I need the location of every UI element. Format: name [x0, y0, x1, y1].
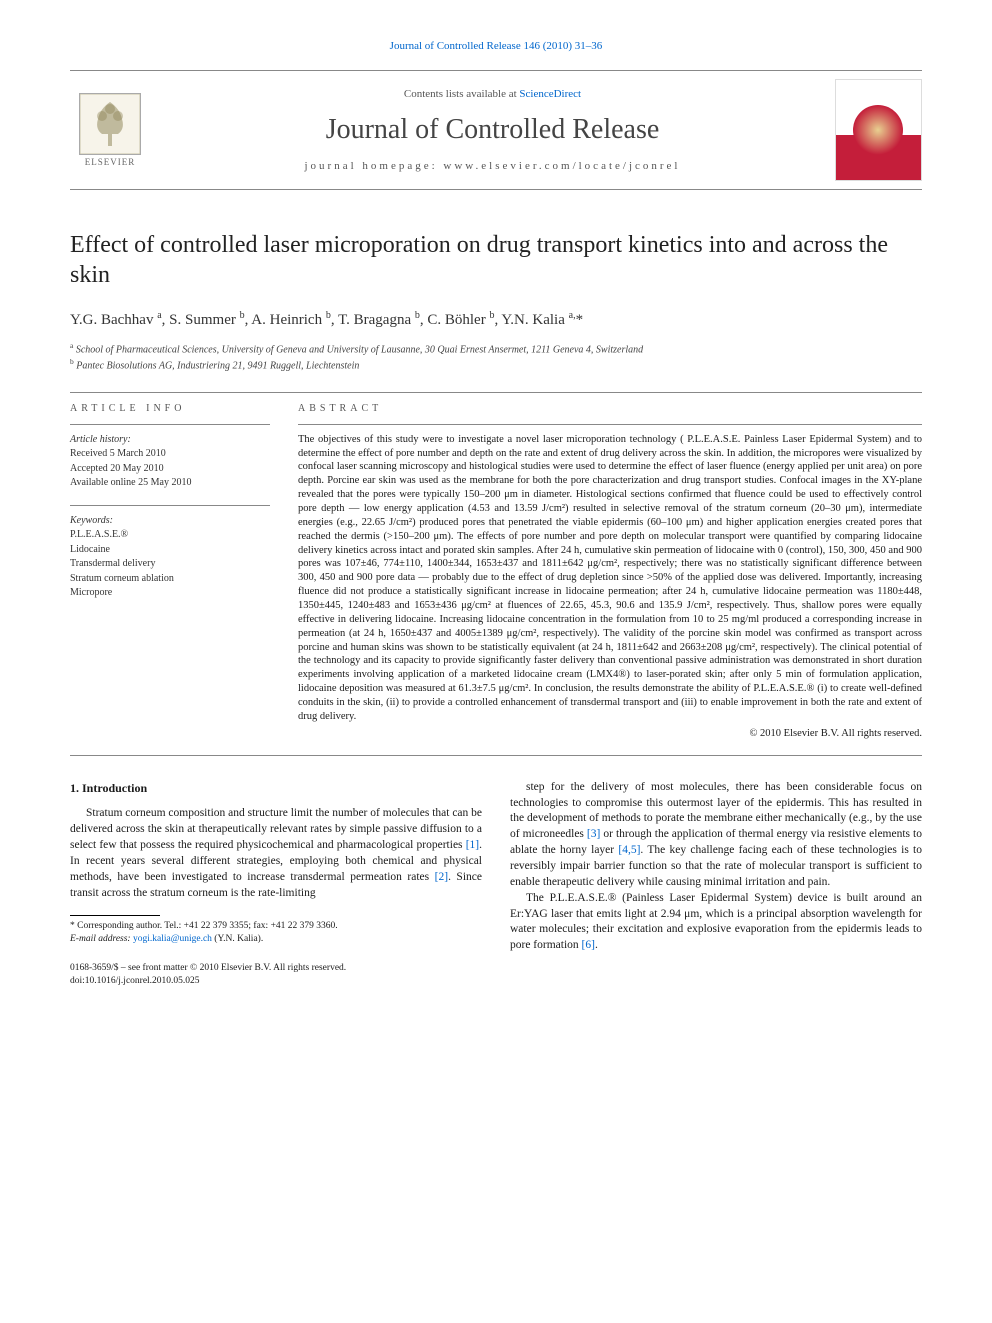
keyword: Micropore [70, 586, 270, 601]
available-date: Available online 25 May 2010 [70, 476, 270, 491]
abstract-copyright: © 2010 Elsevier B.V. All rights reserved… [298, 728, 922, 739]
accepted-date: Accepted 20 May 2010 [70, 462, 270, 477]
section-heading-intro: 1. Introduction [70, 780, 482, 797]
email-line: E-mail address: yogi.kalia@unige.ch (Y.N… [70, 933, 482, 946]
footnote-separator [70, 915, 160, 916]
journal-page: Journal of Controlled Release 146 (2010)… [0, 0, 992, 1018]
body-col-right: step for the delivery of most molecules,… [510, 780, 922, 988]
masthead: ELSEVIER Contents lists available at Sci… [70, 70, 922, 190]
masthead-center: Contents lists available at ScienceDirec… [150, 88, 835, 172]
article-info-col: article info Article history: Received 5… [70, 403, 270, 739]
journal-name: Journal of Controlled Release [150, 114, 835, 146]
authors-line: Y.G. Bachhav a, S. Summer b, A. Heinrich… [70, 310, 922, 329]
corr-author-line: * Corresponding author. Tel.: +41 22 379… [70, 920, 482, 933]
elsevier-tree-icon [79, 93, 141, 155]
history-block: Article history: Received 5 March 2010 A… [70, 433, 270, 491]
keyword: Transdermal delivery [70, 557, 270, 572]
info-abstract-row: article info Article history: Received 5… [70, 403, 922, 739]
homepage-prefix: journal homepage: [305, 160, 444, 172]
bottom-bar: 0168-3659/$ – see front matter © 2010 El… [70, 962, 482, 988]
journal-cover-thumb [835, 79, 922, 181]
elsevier-logo: ELSEVIER [70, 85, 150, 175]
affiliations: a School of Pharmaceutical Sciences, Uni… [70, 341, 922, 374]
contents-prefix: Contents lists available at [404, 88, 519, 100]
divider [70, 424, 270, 425]
doi-line: doi:10.1016/j.jconrel.2010.05.025 [70, 975, 482, 988]
affiliation-a: a School of Pharmaceutical Sciences, Uni… [70, 341, 922, 357]
divider [70, 755, 922, 756]
body-col-left: 1. Introduction Stratum corneum composit… [70, 780, 482, 988]
email-paren: (Y.N. Kalia). [214, 934, 263, 944]
sciencedirect-link[interactable]: ScienceDirect [519, 88, 581, 100]
article-info-heading: article info [70, 403, 270, 414]
cover-graphic-icon [853, 105, 903, 155]
email-link[interactable]: yogi.kalia@unige.ch [133, 934, 212, 944]
body-paragraph: The P.L.E.A.S.E.® (Painless Laser Epider… [510, 891, 922, 954]
body-paragraph: Stratum corneum composition and structur… [70, 806, 482, 901]
abstract-col: abstract The objectives of this study we… [298, 403, 922, 739]
front-matter-line: 0168-3659/$ – see front matter © 2010 El… [70, 962, 482, 975]
contents-line: Contents lists available at ScienceDirec… [150, 88, 835, 100]
body-columns: 1. Introduction Stratum corneum composit… [70, 780, 922, 988]
divider [70, 392, 922, 393]
email-label: E-mail address: [70, 934, 131, 944]
history-label: Article history: [70, 433, 270, 448]
article-title: Effect of controlled laser microporation… [70, 230, 922, 290]
keyword: Lidocaine [70, 543, 270, 558]
keyword: P.L.E.A.S.E.® [70, 528, 270, 543]
homepage-url: www.elsevier.com/locate/jconrel [443, 160, 680, 172]
keywords-block: Keywords: P.L.E.A.S.E.® Lidocaine Transd… [70, 514, 270, 601]
body-paragraph: step for the delivery of most molecules,… [510, 780, 922, 891]
running-head: Journal of Controlled Release 146 (2010)… [70, 40, 922, 52]
abstract-heading: abstract [298, 403, 922, 414]
divider [70, 505, 270, 506]
keywords-label: Keywords: [70, 514, 270, 529]
elsevier-text: ELSEVIER [85, 157, 136, 167]
abstract-text: The objectives of this study were to inv… [298, 433, 922, 724]
running-head-link[interactable]: Journal of Controlled Release 146 (2010)… [390, 40, 603, 52]
corresponding-author-footnote: * Corresponding author. Tel.: +41 22 379… [70, 920, 482, 946]
affiliation-b: b Pantec Biosolutions AG, Industriering … [70, 357, 922, 373]
divider [298, 424, 922, 425]
received-date: Received 5 March 2010 [70, 447, 270, 462]
homepage-line: journal homepage: www.elsevier.com/locat… [150, 160, 835, 172]
keyword: Stratum corneum ablation [70, 572, 270, 587]
